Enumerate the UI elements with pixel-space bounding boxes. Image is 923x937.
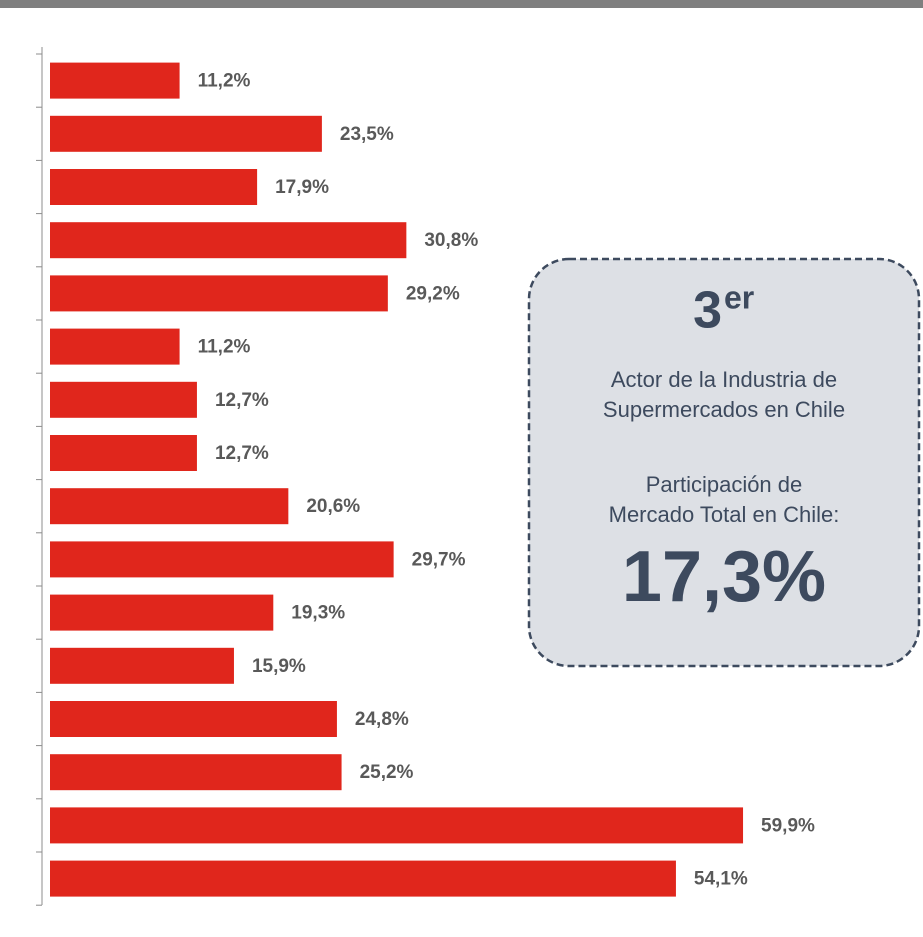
- info-box: 3 er Actor de la Industria de Supermerca…: [527, 257, 921, 668]
- bar: [50, 594, 274, 631]
- value-label: 24,8%: [355, 709, 409, 730]
- value-label: 25,2%: [360, 762, 414, 783]
- info-line: Actor de la Industria de: [611, 367, 837, 392]
- info-box-frame: [527, 257, 921, 668]
- bar: [50, 62, 180, 99]
- value-label: 12,7%: [215, 443, 269, 464]
- rank-number: 3: [693, 282, 722, 340]
- value-label: 23,5%: [340, 124, 394, 145]
- value-label: 12,7%: [215, 390, 269, 411]
- value-label: 17,9%: [275, 177, 329, 198]
- value-label: 19,3%: [291, 603, 345, 624]
- bar: [50, 701, 337, 737]
- bar: [50, 381, 197, 418]
- bar: [50, 754, 342, 791]
- bar: [50, 169, 258, 205]
- value-label: 30,8%: [424, 230, 478, 251]
- value-label: 15,9%: [252, 656, 306, 677]
- bar: [50, 222, 407, 259]
- bar: [50, 275, 388, 312]
- info-line: Participación de: [646, 472, 803, 497]
- rank-suffix: er: [724, 279, 754, 315]
- market-share: 17,3%: [622, 537, 826, 617]
- bar: [50, 860, 676, 897]
- bar: [50, 647, 234, 684]
- value-label: 29,7%: [412, 549, 466, 570]
- value-label: 29,2%: [406, 283, 460, 304]
- bar: [50, 115, 322, 152]
- bar: [50, 435, 197, 471]
- bar: [50, 807, 744, 844]
- value-label: 59,9%: [761, 815, 815, 836]
- bar: [50, 328, 180, 365]
- info-line: Mercado Total en Chile:: [609, 502, 840, 527]
- value-label: 20,6%: [306, 496, 360, 517]
- value-label: 11,2%: [198, 71, 251, 92]
- bar: [50, 488, 289, 525]
- bar: [50, 541, 394, 578]
- value-label: 11,2%: [198, 337, 251, 358]
- value-label: 54,1%: [694, 869, 748, 890]
- info-line: Supermercados en Chile: [603, 397, 845, 422]
- top-bar: [0, 0, 923, 8]
